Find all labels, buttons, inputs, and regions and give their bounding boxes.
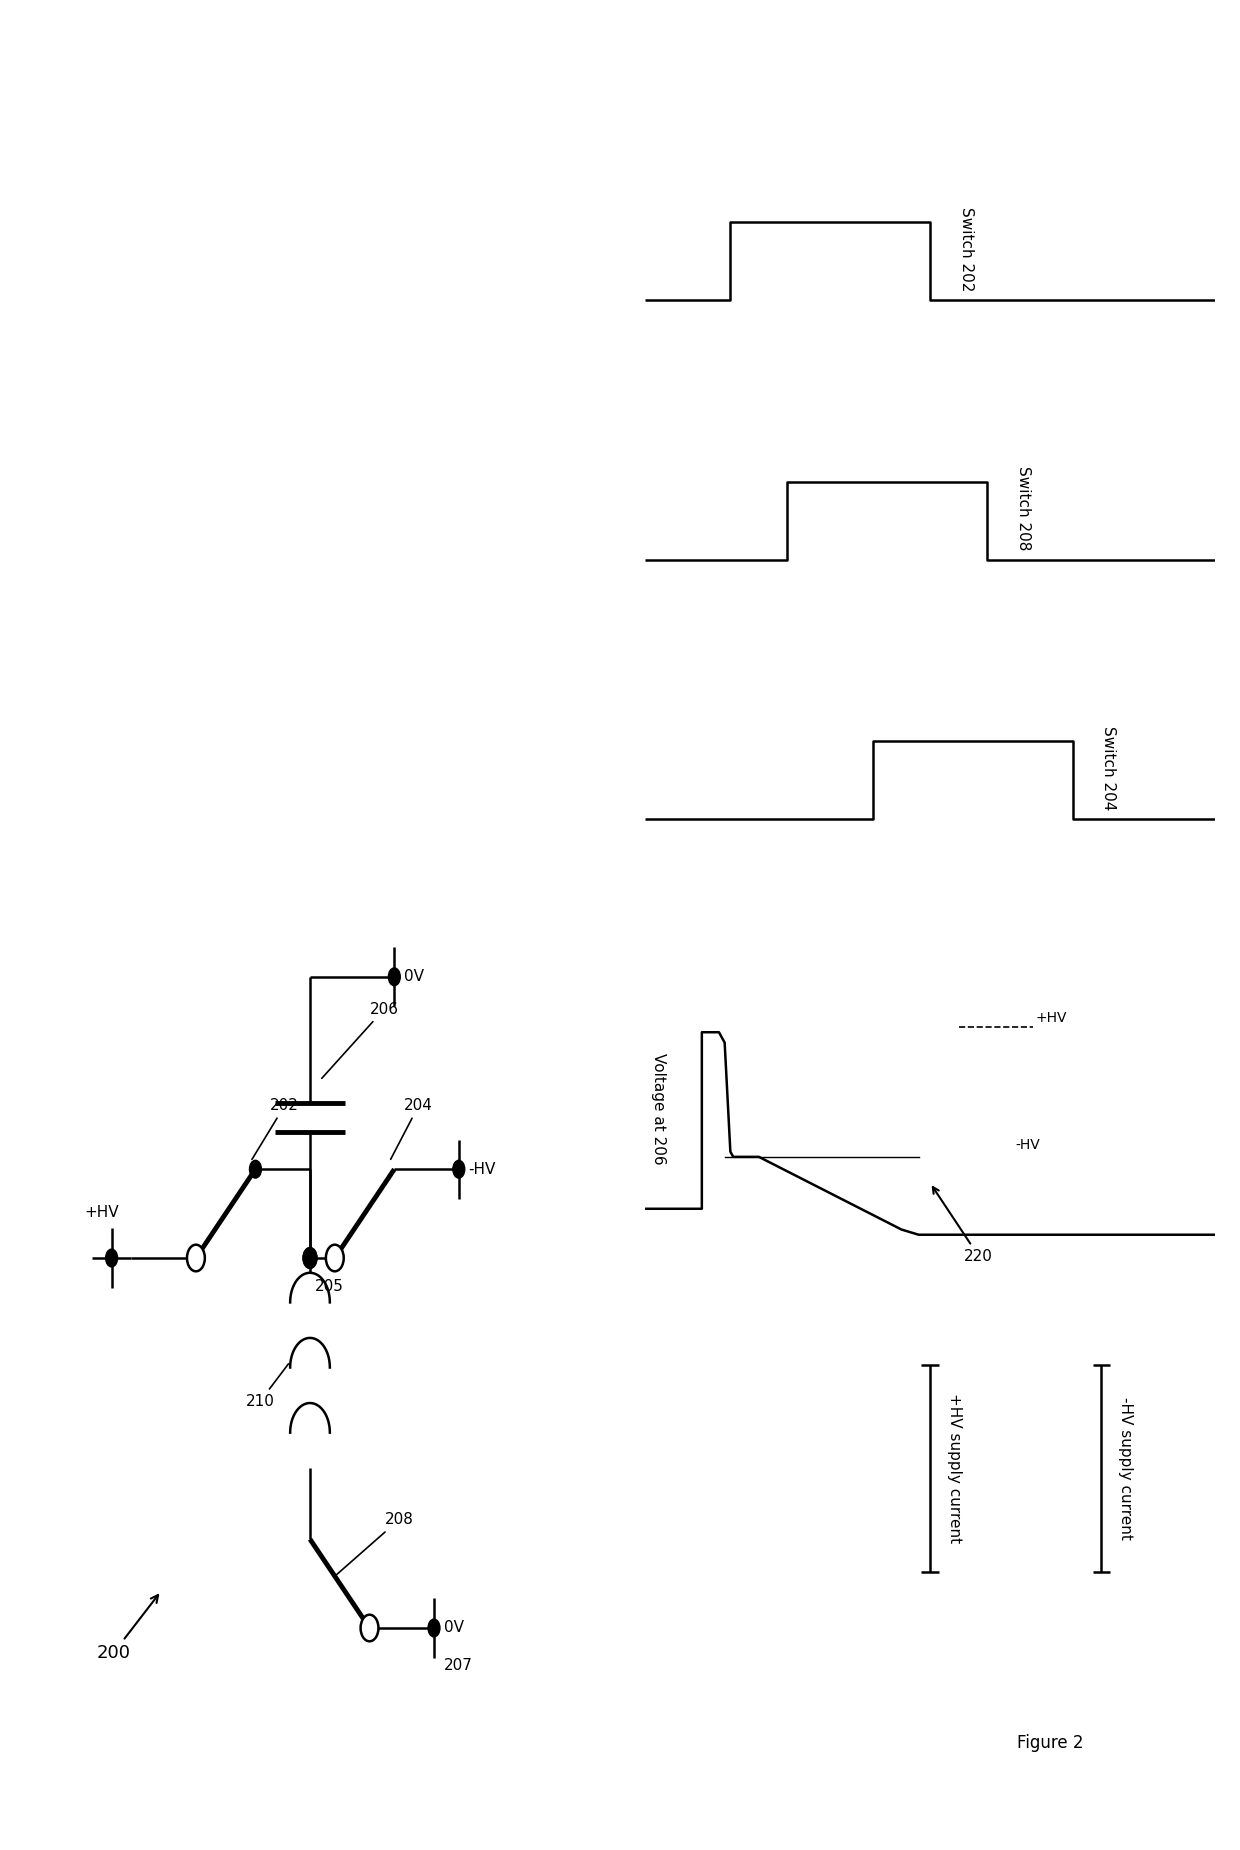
Text: 0V: 0V <box>404 969 424 984</box>
Text: 200: 200 <box>97 1595 157 1661</box>
Text: 0V: 0V <box>444 1621 464 1635</box>
Circle shape <box>187 1245 205 1271</box>
Text: -HV: -HV <box>469 1162 496 1177</box>
Text: Switch 208: Switch 208 <box>1016 466 1030 551</box>
Circle shape <box>105 1249 118 1267</box>
Text: 207: 207 <box>444 1658 472 1672</box>
Circle shape <box>388 968 401 986</box>
Text: 220: 220 <box>932 1188 993 1264</box>
Circle shape <box>428 1619 440 1637</box>
Text: 205: 205 <box>315 1280 343 1295</box>
Text: -HV: -HV <box>1016 1138 1040 1153</box>
Text: 210: 210 <box>246 1363 289 1410</box>
Text: +HV supply current: +HV supply current <box>947 1393 962 1543</box>
Circle shape <box>303 1247 317 1269</box>
Circle shape <box>361 1615 378 1641</box>
Text: Switch 204: Switch 204 <box>1101 725 1116 810</box>
Circle shape <box>453 1160 465 1178</box>
Text: Voltage at 206: Voltage at 206 <box>651 1053 666 1166</box>
Circle shape <box>326 1245 343 1271</box>
Circle shape <box>249 1160 262 1178</box>
Circle shape <box>303 1247 317 1269</box>
Text: +HV: +HV <box>1035 1010 1068 1025</box>
Text: 206: 206 <box>321 1003 398 1079</box>
Text: 208: 208 <box>337 1513 413 1574</box>
Text: 202: 202 <box>252 1099 299 1160</box>
Text: Figure 2: Figure 2 <box>1017 1733 1084 1752</box>
Text: Switch 202: Switch 202 <box>959 207 973 290</box>
Text: 204: 204 <box>391 1099 433 1160</box>
Text: +HV: +HV <box>84 1206 119 1221</box>
Text: -HV supply current: -HV supply current <box>1118 1397 1133 1539</box>
